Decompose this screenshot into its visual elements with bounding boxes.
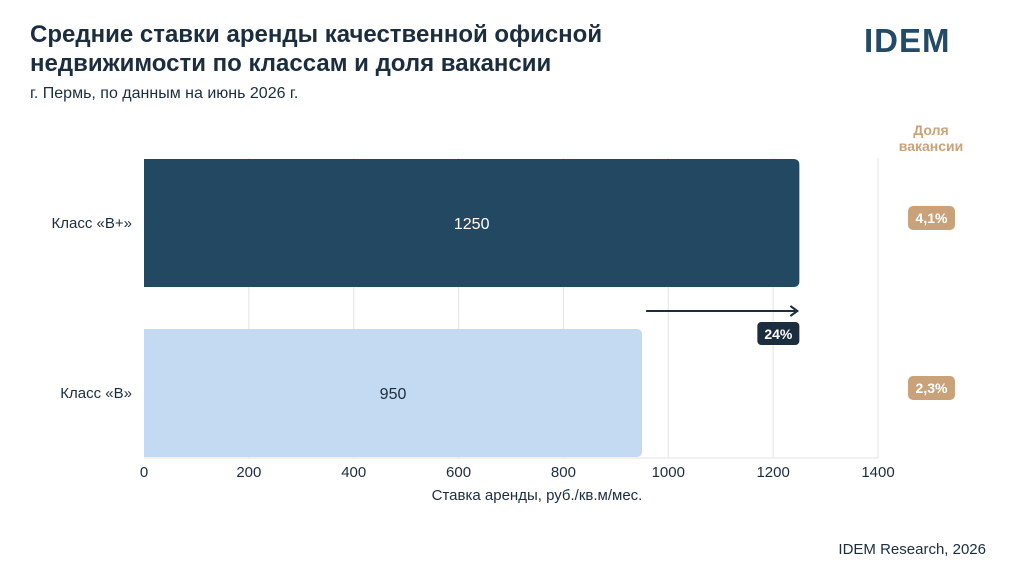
x-tick-label: 200 [236,464,261,481]
x-axis-title: Ставка аренды, руб./кв.м/мес. [432,487,643,504]
bar [144,329,643,457]
x-tick-label: 1000 [652,464,685,481]
bar [144,159,800,287]
x-tick-label: 1200 [756,464,789,481]
difference-badge-label: 24% [764,326,793,342]
arrow-head-icon [789,305,800,317]
x-tick-label: 0 [140,464,148,481]
vacancy-badge-label: 4,1% [916,210,948,226]
title-line-1: Средние ставки аренды качественной офисн… [30,21,603,48]
idem-logo: IDEM [864,22,951,59]
difference-badge [757,322,800,345]
source-note: IDEM Research, 2026 [838,541,986,558]
vacancy-header-line-1: Доля [913,122,948,138]
category-label: Класс «B» [60,385,132,402]
category-label: Класс «B+» [52,215,132,232]
chart-subtitle: г. Пермь, по данным на июнь 2026 г. [30,85,299,102]
x-tick-label: 1400 [861,464,894,481]
bar-value-label: 1250 [454,216,490,233]
x-tick-label: 600 [446,464,471,481]
vacancy-header-line-2: вакансии [899,138,963,154]
x-tick-label: 800 [551,464,576,481]
vacancy-badge [908,376,955,400]
vacancy-badge [908,206,955,230]
x-tick-label: 400 [341,464,366,481]
bar-value-label: 950 [380,386,407,403]
title-line-2: недвижимости по классам и доля вакансии [30,50,552,77]
vacancy-badge-label: 2,3% [916,380,948,396]
chart-title: Средние ставки аренды качественной офисн… [30,20,750,78]
